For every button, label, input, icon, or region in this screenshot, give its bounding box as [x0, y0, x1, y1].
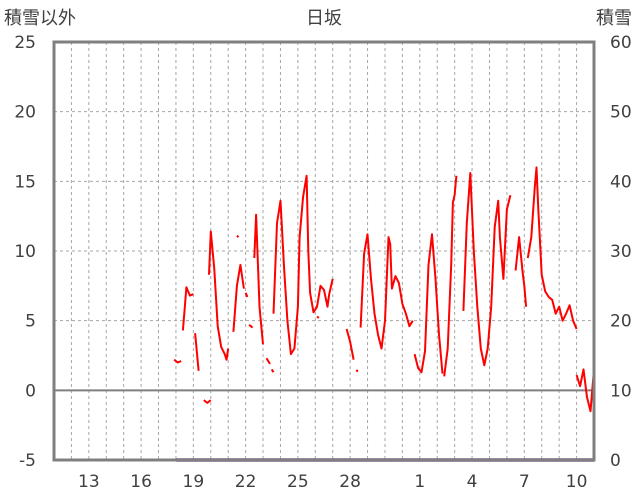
x-tick-label: 7 — [519, 472, 530, 492]
left-y-tick-label: 10 — [14, 242, 36, 262]
x-tick-label: 22 — [235, 472, 257, 492]
series-1-line — [232, 263, 245, 332]
series-1-line — [194, 333, 200, 371]
x-ticks: 13 16 19 22 25 28 1 4 7 10 — [78, 472, 587, 492]
left-y-ticks: -5 0 5 10 15 20 25 — [14, 33, 36, 471]
series-1-line — [248, 324, 254, 329]
left-y-tick-label: 15 — [14, 172, 36, 192]
series-1-point — [355, 369, 359, 373]
series-1-line — [173, 358, 182, 364]
left-y-tick-label: 20 — [14, 103, 36, 123]
series-1-line — [413, 233, 444, 374]
series-1-line — [526, 166, 578, 330]
series-1-line — [443, 175, 458, 377]
series-1-line — [265, 357, 271, 365]
right-y-tick-label: 40 — [610, 172, 632, 192]
series-1-line — [181, 286, 194, 331]
right-y-tick-label: 50 — [610, 103, 632, 123]
right-y-tick-label: 20 — [610, 312, 632, 332]
series-1-line — [236, 234, 240, 238]
chart-title: 日坂 — [306, 8, 342, 29]
series-1-line — [359, 233, 414, 350]
right-y-tick-label: 30 — [610, 242, 632, 262]
right-axis-label: 積雪 — [596, 8, 632, 29]
series-1-line — [514, 236, 528, 307]
series-1-line — [272, 174, 334, 356]
left-y-tick-label: 5 — [25, 312, 36, 332]
series-1-line — [575, 368, 595, 413]
series-1-line — [345, 328, 355, 360]
left-axis-label: 積雪以外 — [4, 8, 76, 29]
plot-frame — [52, 40, 596, 462]
left-y-tick-label: 0 — [25, 381, 36, 401]
series-1-line — [270, 368, 275, 373]
series-1-line — [462, 172, 512, 367]
series-1-line — [316, 315, 320, 319]
x-tick-label: 25 — [287, 472, 309, 492]
x-tick-label: 10 — [566, 472, 588, 492]
left-y-tick-label: 25 — [14, 33, 36, 53]
series-1-line — [253, 213, 264, 345]
x-tick-label: 28 — [339, 472, 361, 492]
series-1-line — [208, 230, 230, 361]
x-tick-label: 19 — [183, 472, 205, 492]
right-y-tick-label: 0 — [610, 451, 621, 471]
x-tick-label: 1 — [414, 472, 425, 492]
right-y-tick-label: 60 — [610, 33, 632, 53]
left-y-tick-label: -5 — [19, 451, 36, 471]
series-1-line — [325, 299, 329, 302]
right-y-tick-label: 10 — [610, 381, 632, 401]
x-tick-label: 13 — [78, 472, 100, 492]
x-tick-label: 16 — [130, 472, 152, 492]
series-1-line — [203, 399, 212, 404]
x-tick-label: 4 — [467, 472, 478, 492]
series-1-line — [244, 292, 249, 298]
right-y-ticks: 0 10 20 30 40 50 60 — [610, 33, 632, 471]
